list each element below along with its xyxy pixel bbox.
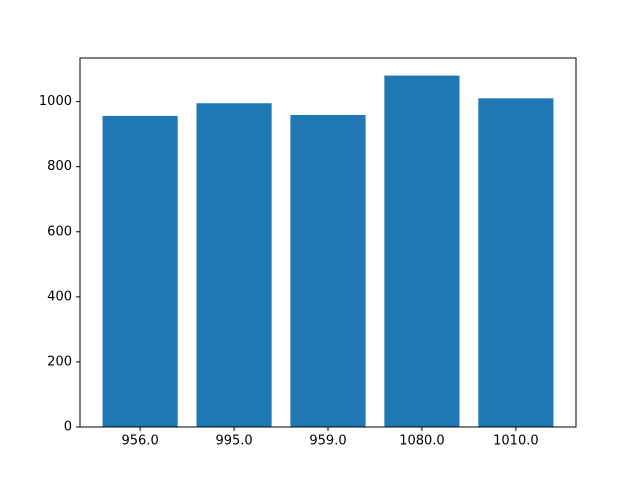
- y-tick-label: 600: [47, 224, 72, 239]
- y-tick-label: 200: [47, 354, 72, 369]
- bar: [102, 115, 178, 428]
- x-tick-label: 1080.0: [399, 434, 445, 449]
- x-tick-label: 959.0: [309, 434, 346, 449]
- y-tick-label: 800: [47, 159, 72, 174]
- bar: [478, 98, 554, 427]
- axes-frame: [79, 57, 577, 428]
- y-tick-label: 0: [64, 420, 72, 435]
- x-tick-label: 956.0: [122, 434, 159, 449]
- bar: [196, 103, 272, 427]
- x-tick-label: 995.0: [215, 434, 252, 449]
- y-tick-label: 400: [47, 289, 72, 304]
- y-tick-label: 1000: [39, 94, 72, 109]
- x-tick-label: 1010.0: [493, 434, 539, 449]
- bar: [384, 75, 460, 428]
- bar: [290, 114, 366, 427]
